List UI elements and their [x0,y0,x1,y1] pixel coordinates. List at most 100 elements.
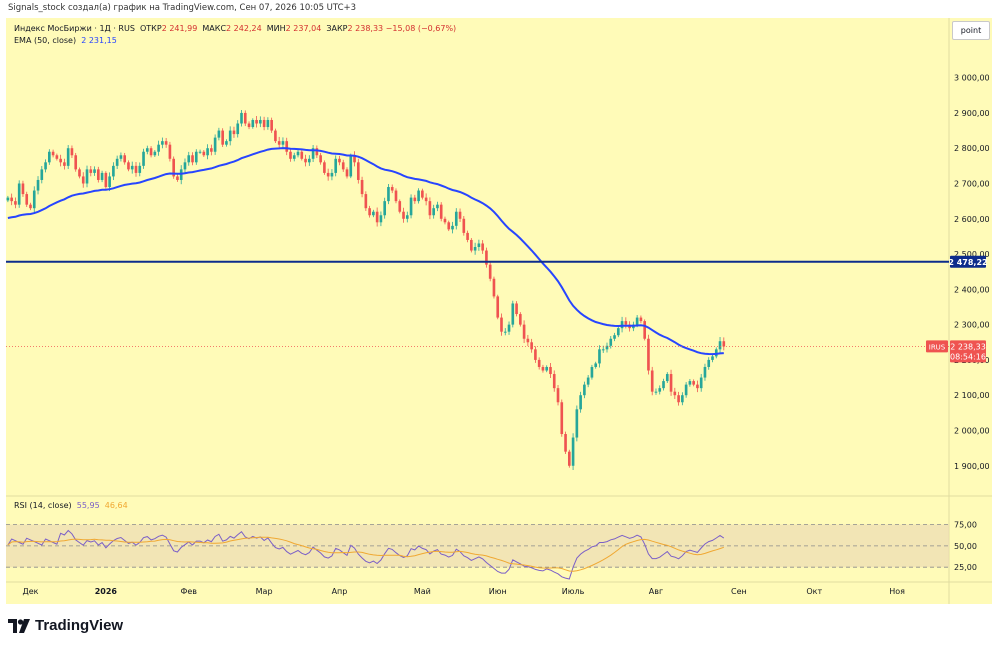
candle-body [552,374,556,389]
time-tick-label: Ноя [889,587,905,596]
candle-body [507,324,511,332]
candle-body [639,317,643,322]
candle-body [654,391,658,393]
candle-body [292,155,296,159]
legend-high-value: 2 242,24 [226,24,262,33]
candle-body [270,119,273,131]
legend-close-label: ЗАКР [326,24,348,33]
candle-body [266,119,270,128]
candle-body [66,148,70,166]
candle-body [703,366,707,378]
point-scale-button[interactable]: point [952,21,990,40]
candle-body [424,197,428,202]
candle-body [145,148,149,152]
candle-body [274,130,277,142]
price-tick-label: 2 600,00 [954,215,990,224]
legend-high-label: МАКС [202,24,227,33]
candle-body [375,211,379,223]
candle-body [462,218,466,233]
candle-body [677,395,680,403]
candle-body [296,151,300,156]
candle-body [153,151,157,156]
candle-body [338,158,341,163]
candle-body [413,197,417,202]
candle-body [454,211,458,226]
candle-body [379,215,383,223]
candle-body [112,165,115,177]
time-tick-label: Апр [332,587,348,596]
candle-body [684,384,688,396]
symbol-tag [926,340,948,353]
candle-body [172,158,175,177]
legend-low-label: МИН [266,24,286,33]
candle-body [503,331,507,333]
candle-body [473,247,477,251]
candle-body [383,201,387,216]
candle-body [688,381,692,385]
candle-body [55,155,59,159]
candle-body [247,123,251,128]
candle-body [168,144,172,159]
main-legend: Индекс МосБиржи · 1Д · RUS ОТКР2 241,99 … [14,24,456,33]
legend-open-value: 2 241,99 [161,24,198,33]
candle-body [183,162,187,170]
candle-body [356,162,360,180]
legend-low-value: 2 237,04 [285,24,322,33]
hline-price-tag [950,255,986,268]
candle-body [89,169,93,173]
candle-body [63,162,66,166]
candle-body [421,190,424,198]
candle-body [10,197,13,202]
candle-body [134,165,138,173]
chart-attribution: Signals_stock создал(а) график на Tradin… [8,3,357,13]
candle-body [32,190,36,209]
candle-body [115,158,119,166]
candle-body [605,345,609,350]
candle-body [439,204,443,219]
candle-body [534,349,537,360]
candle-body [485,250,488,265]
candle-body [326,172,330,177]
candle-body [586,377,590,385]
candle-body [635,317,639,325]
candle-body [206,148,209,156]
candle-body [616,328,620,336]
candle-body [93,169,96,173]
candle-body [564,434,567,452]
candle-body [281,141,285,145]
candle-body [560,402,564,435]
candle-body [579,395,582,410]
tradingview-logo-icon [8,618,30,633]
candle-body [161,141,164,145]
candle-body [360,179,364,195]
candle-body [598,349,601,364]
candle-body [718,341,722,350]
candle-body [665,374,669,382]
price-tick-label: 2 000,00 [954,426,990,435]
time-tick-label: Фев [180,587,197,596]
candle-body [409,197,413,216]
candle-body [300,151,304,159]
candle-body [417,190,420,202]
price-tick-label: 1 900,00 [954,462,990,471]
candle-body [164,141,168,145]
price-tick-label: 2 700,00 [954,179,990,188]
candle-body [138,165,142,173]
candle-body [44,162,47,170]
candle-body [59,158,62,163]
countdown-tag-text: 08:54:16 [950,352,986,361]
candle-body [432,208,435,216]
candle-body [488,264,492,279]
candle-body [530,342,533,350]
candle-body [119,155,123,159]
candle-body [232,130,236,135]
candle-body [575,409,579,438]
candle-body [549,366,552,375]
candle-body [481,243,484,251]
candle-body [624,321,628,325]
last-price-tag-text: 2 238,33 [950,342,986,351]
tradingview-logo[interactable]: TradingView [8,617,123,634]
candle-body [149,148,153,156]
price-tick-label: 2 400,00 [954,285,990,294]
